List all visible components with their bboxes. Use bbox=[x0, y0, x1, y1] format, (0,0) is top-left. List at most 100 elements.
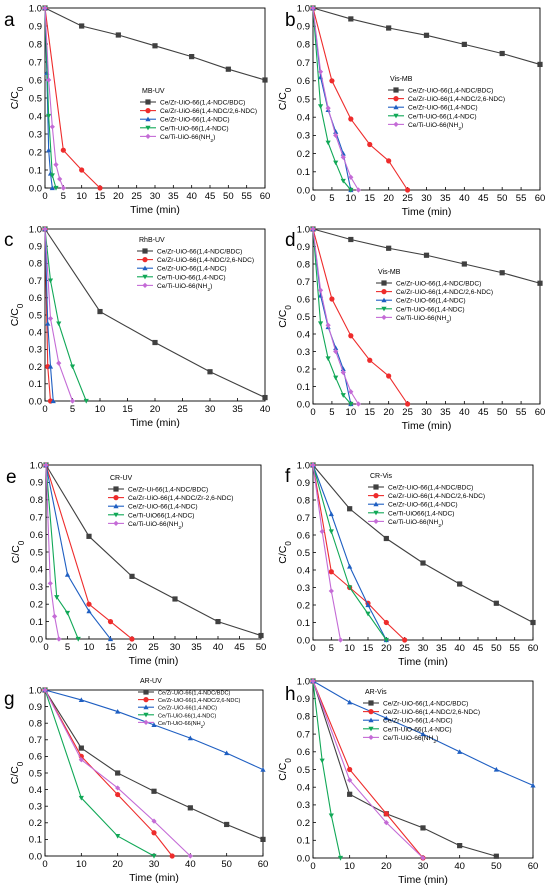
y-tick-label: 0.1 bbox=[29, 165, 42, 176]
y-tick-label: 0.1 bbox=[297, 836, 310, 847]
legend-title: RhB-UV bbox=[139, 237, 165, 244]
x-tick-label: 35 bbox=[232, 404, 243, 415]
data-point-series-3 bbox=[78, 697, 84, 703]
series-line-4 bbox=[312, 680, 342, 859]
data-point-series-4 bbox=[47, 278, 54, 284]
legend-label: Ce/Zr-Ui-66(1,4-NDC/BDC) bbox=[128, 487, 208, 494]
panel-c: 0 5 10 15 20 25 30 35 40 0.0 0.1 0.2 0.3 0.4 0.5 0.6 0.7… bbox=[4, 224, 270, 429]
y-tick-label: 0.5 bbox=[29, 310, 42, 321]
data-point-series-4 bbox=[328, 813, 334, 819]
data-point-series-3 bbox=[328, 511, 334, 517]
data-point-series-3 bbox=[383, 715, 389, 721]
panel-letter: h bbox=[285, 684, 296, 705]
legend-title: AR-UV bbox=[140, 678, 162, 685]
data-point-series-4 bbox=[333, 160, 339, 166]
y-tick-label: 0.8 bbox=[297, 495, 310, 506]
series-line-4 bbox=[44, 7, 57, 189]
y-tick-label: 0.3 bbox=[297, 347, 310, 358]
data-point-series-2 bbox=[404, 401, 411, 407]
panel-letter: b bbox=[285, 10, 296, 31]
legend-label: Ce/Zr-UiO-66(1,4-NDC) bbox=[383, 718, 453, 725]
y-tick-label: 0.7 bbox=[29, 735, 42, 746]
data-point-series-3 bbox=[49, 185, 55, 191]
x-tick-label: 60 bbox=[528, 861, 539, 872]
x-tick-label: 10 bbox=[344, 643, 355, 654]
legend-swatch-marker bbox=[381, 306, 387, 312]
data-point-series-2 bbox=[129, 636, 135, 642]
y-tick-label: 0.6 bbox=[29, 75, 42, 86]
data-point-series-5 bbox=[325, 322, 331, 328]
data-point-series-5 bbox=[56, 360, 62, 366]
y-tick-label: 0.4 bbox=[29, 785, 42, 796]
x-tick-label: 40 bbox=[260, 404, 271, 415]
data-point-series-3 bbox=[86, 608, 92, 614]
x-tick-label: 60 bbox=[528, 643, 539, 654]
legend-title: Vis-MB bbox=[378, 269, 401, 276]
legend-label: Ce/Zr-UiO-66(1,4-NDC) bbox=[396, 298, 466, 305]
x-tick-label: 10 bbox=[346, 407, 357, 418]
data-point-series-1 bbox=[189, 54, 195, 60]
data-point-series-4 bbox=[78, 795, 84, 801]
data-point-series-2 bbox=[97, 185, 103, 191]
x-tick-label: 30 bbox=[149, 859, 160, 870]
series-line-3 bbox=[312, 464, 387, 641]
data-point-series-4 bbox=[75, 636, 81, 642]
data-point-series-2 bbox=[348, 333, 354, 339]
x-tick-label: 5 bbox=[61, 191, 66, 202]
y-tick-label: 0.8 bbox=[29, 719, 42, 730]
y-tick-label: 0.8 bbox=[297, 712, 310, 723]
y-tick-label: 0.3 bbox=[29, 345, 42, 356]
x-tick-label: 30 bbox=[421, 193, 432, 204]
legend-swatch-marker bbox=[393, 87, 399, 93]
y-tick-label: 0.4 bbox=[297, 113, 310, 124]
x-tick-label: 40 bbox=[185, 859, 196, 870]
y-tick-label: 0.9 bbox=[297, 242, 310, 253]
y-tick-label: 0.2 bbox=[29, 147, 42, 158]
legend-swatch-marker bbox=[145, 108, 151, 114]
x-tick-label: 0 bbox=[42, 404, 47, 415]
x-tick-label: 55 bbox=[516, 193, 527, 204]
y-tick-label: 0.1 bbox=[30, 617, 43, 628]
y-tick-label: 0.2 bbox=[297, 149, 310, 160]
data-point-series-3 bbox=[64, 572, 71, 577]
data-point-series-4 bbox=[337, 855, 344, 861]
y-tick-label: 1.0 bbox=[297, 676, 310, 687]
data-point-series-3 bbox=[151, 722, 157, 727]
x-tick-label: 25 bbox=[399, 643, 410, 654]
panel-letter: e bbox=[6, 467, 17, 488]
legend-label: Ce/Ti-UiO66(1,4-NDC) bbox=[388, 510, 454, 517]
y-tick-label: 0.9 bbox=[29, 21, 42, 32]
y-tick-label: 0.6 bbox=[297, 747, 310, 758]
data-point-series-1 bbox=[499, 50, 505, 57]
y-tick-label: 1.0 bbox=[297, 3, 310, 14]
data-point-series-5 bbox=[47, 580, 53, 586]
y-tick-label: 0.9 bbox=[29, 702, 42, 713]
data-point-series-3 bbox=[365, 602, 371, 608]
x-tick-label: 30 bbox=[205, 404, 216, 415]
data-point-series-4 bbox=[69, 364, 76, 370]
y-tick-label: 0.9 bbox=[297, 22, 310, 33]
data-point-series-1 bbox=[115, 770, 121, 776]
data-point-series-3 bbox=[224, 750, 230, 756]
legend-swatch-marker bbox=[143, 712, 149, 718]
y-tick-label: 0.7 bbox=[29, 57, 42, 68]
x-tick-label: 5 bbox=[65, 642, 70, 653]
y-tick-label: 0.6 bbox=[30, 530, 43, 541]
data-point-series-5 bbox=[348, 174, 354, 180]
x-tick-label: 20 bbox=[113, 191, 124, 202]
x-tick-label: 50 bbox=[497, 407, 508, 418]
legend-swatch-marker bbox=[143, 704, 149, 710]
x-tick-label: 40 bbox=[459, 193, 470, 204]
data-point-series-5 bbox=[333, 348, 339, 355]
data-point-series-4 bbox=[151, 853, 157, 859]
series-line-3 bbox=[44, 228, 54, 402]
data-point-series-5 bbox=[340, 369, 346, 376]
legend-label: Ce/Zr-UiO-66(1,4-NDC/2,6-NDC) bbox=[158, 698, 240, 704]
data-point-series-4 bbox=[54, 595, 60, 600]
y-axis-title: C/C0 bbox=[277, 541, 293, 564]
data-point-series-1 bbox=[129, 573, 135, 579]
data-point-series-1 bbox=[386, 25, 392, 31]
data-point-series-2 bbox=[151, 830, 157, 836]
y-axis-title: C/C0 bbox=[277, 758, 293, 781]
x-tick-label: 20 bbox=[112, 859, 123, 870]
